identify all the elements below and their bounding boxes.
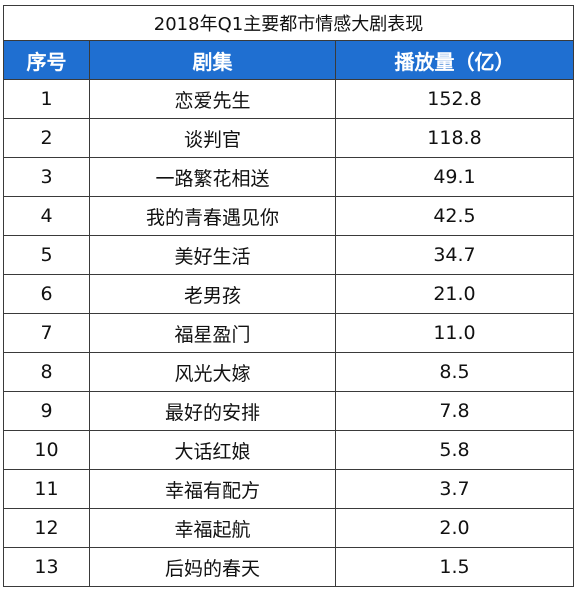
view-count-cell: 21.0 xyxy=(334,274,575,314)
drama-name-cell: 谈判官 xyxy=(89,118,336,158)
drama-name-cell: 最好的安排 xyxy=(89,391,336,431)
drama-name-cell: 幸福有配方 xyxy=(89,469,336,509)
drama-name-cell: 老男孩 xyxy=(89,274,336,314)
view-count-cell: 49.1 xyxy=(334,157,575,197)
table-title: 2018年Q1主要都市情感大剧表现 xyxy=(2,5,575,41)
rank-cell: 11 xyxy=(3,469,90,509)
rank-cell: 8 xyxy=(3,352,90,392)
drama-name-cell: 后妈的春天 xyxy=(89,547,336,587)
table-row: 8 风光大嫁 8.5 xyxy=(3,352,575,392)
drama-name-cell: 大话红娘 xyxy=(89,430,336,470)
view-count-cell: 8.5 xyxy=(334,352,575,392)
view-count-cell: 42.5 xyxy=(334,196,575,236)
view-count-cell: 7.8 xyxy=(334,391,575,431)
rank-cell: 1 xyxy=(3,79,90,119)
table-row: 13 后妈的春天 1.5 xyxy=(3,547,575,587)
table-row: 6 老男孩 21.0 xyxy=(3,274,575,314)
rank-cell: 7 xyxy=(3,313,90,353)
view-count-cell: 152.8 xyxy=(334,79,575,119)
table-row: 5 美好生活 34.7 xyxy=(3,235,575,275)
view-count-cell: 1.5 xyxy=(334,547,575,587)
table-row: 1 恋爱先生 152.8 xyxy=(3,79,575,119)
rank-cell: 5 xyxy=(3,235,90,275)
rank-cell: 10 xyxy=(3,430,90,470)
view-count-cell: 118.8 xyxy=(334,118,575,158)
table-row: 11 幸福有配方 3.7 xyxy=(3,469,575,509)
table-row: 10 大话红娘 5.8 xyxy=(3,430,575,470)
table-row: 7 福星盈门 11.0 xyxy=(3,313,575,353)
rank-cell: 3 xyxy=(3,157,90,197)
drama-name-cell: 一路繁花相送 xyxy=(89,157,336,197)
rank-cell: 2 xyxy=(3,118,90,158)
table-row: 12 幸福起航 2.0 xyxy=(3,508,575,548)
table-row: 4 我的青春遇见你 42.5 xyxy=(3,196,575,236)
drama-name-cell: 福星盈门 xyxy=(89,313,336,353)
rank-cell: 13 xyxy=(3,547,90,587)
drama-name-cell: 风光大嫁 xyxy=(89,352,336,392)
table-row: 2 谈判官 118.8 xyxy=(3,118,575,158)
rank-cell: 9 xyxy=(3,391,90,431)
view-count-cell: 34.7 xyxy=(334,235,575,275)
table-row: 3 一路繁花相送 49.1 xyxy=(3,157,575,197)
column-header-rank: 序号 xyxy=(3,40,90,80)
drama-name-cell: 我的青春遇见你 xyxy=(89,196,336,236)
rank-cell: 4 xyxy=(3,196,90,236)
view-count-cell: 2.0 xyxy=(334,508,575,548)
table-row: 9 最好的安排 7.8 xyxy=(3,391,575,431)
drama-name-cell: 恋爱先生 xyxy=(89,79,336,119)
column-header-drama: 剧集 xyxy=(89,40,336,80)
view-count-cell: 11.0 xyxy=(334,313,575,353)
rank-cell: 12 xyxy=(3,508,90,548)
drama-table: 2018年Q1主要都市情感大剧表现 序号 剧集 播放量（亿） 1 恋爱先生 152.… xyxy=(2,5,575,587)
column-header-views: 播放量（亿） xyxy=(334,40,575,80)
drama-name-cell: 美好生活 xyxy=(89,235,336,275)
view-count-cell: 3.7 xyxy=(334,469,575,509)
view-count-cell: 5.8 xyxy=(334,430,575,470)
drama-name-cell: 幸福起航 xyxy=(89,508,336,548)
rank-cell: 6 xyxy=(3,274,90,314)
table-title-row: 2018年Q1主要都市情感大剧表现 xyxy=(2,5,575,41)
table-header-row: 序号 剧集 播放量（亿） xyxy=(3,40,575,80)
